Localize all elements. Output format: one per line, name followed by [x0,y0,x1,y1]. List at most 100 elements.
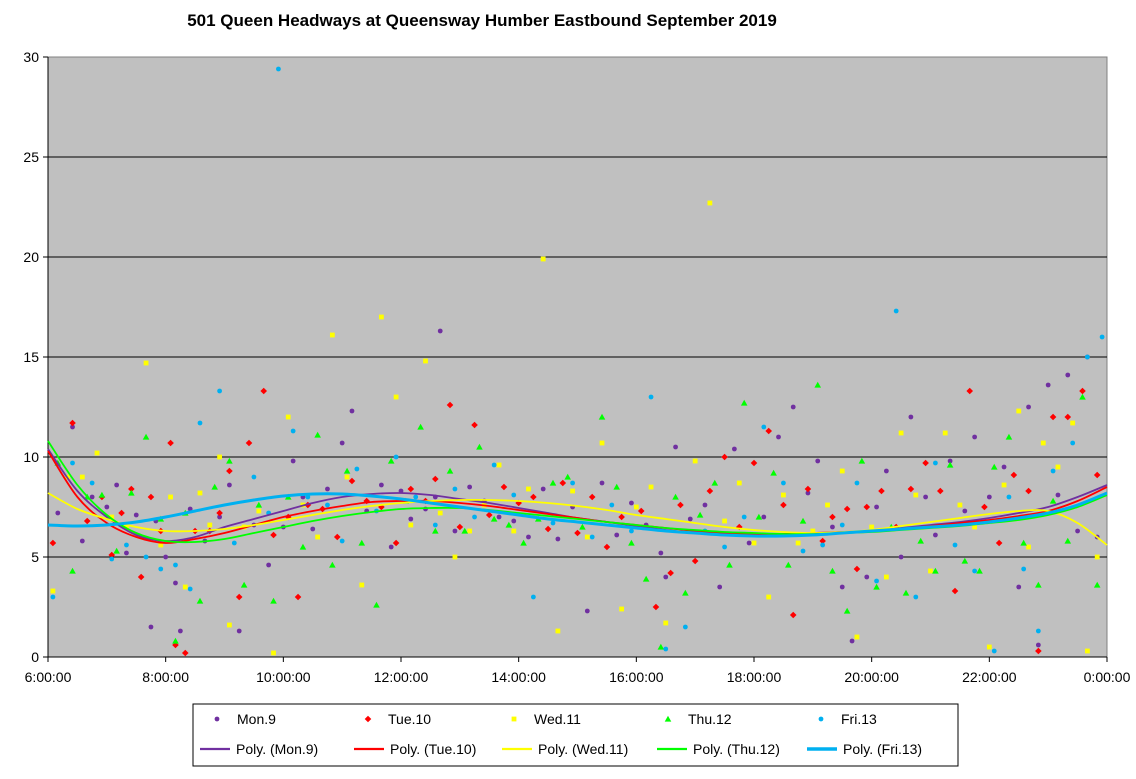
data-point [874,578,879,584]
y-tick-label: 25 [23,149,39,165]
data-point [1049,413,1057,421]
data-point [814,381,822,388]
data-point [437,328,443,334]
data-point [70,460,75,466]
data-point [344,474,350,480]
data-point [359,582,365,588]
y-tick-label: 5 [31,549,39,565]
x-tick-label: 14:00:00 [491,669,546,685]
data-point [240,581,248,588]
data-point [858,457,866,464]
data-point [883,468,889,474]
legend-marker [214,716,220,722]
data-point [1055,464,1061,470]
data-point [158,542,164,548]
series-wed-11 [50,200,1100,656]
data-point [490,515,498,522]
data-point [898,430,904,436]
data-point [923,494,928,500]
data-point [599,440,605,446]
data-point [839,522,845,528]
data-point [167,439,174,447]
data-point [408,516,414,522]
data-point [187,586,193,592]
legend-label: Tue.10 [388,711,431,727]
data-point [461,527,469,534]
data-point [613,483,621,490]
data-point [609,502,615,508]
data-point [810,528,816,534]
data-point [598,413,606,420]
data-point [658,550,664,556]
data-point [618,513,625,521]
data-point [584,608,590,614]
data-point [1026,404,1031,410]
data-point [1064,413,1072,421]
legend-label: Poly. (Tue.10) [390,741,476,757]
x-tick-label: 20:00:00 [844,669,899,685]
data-point [932,567,939,574]
data-point [432,522,438,528]
data-point [388,544,394,550]
data-point [898,554,904,560]
data-point [305,494,311,500]
data-point [854,480,860,486]
data-point [505,521,513,528]
data-point [55,510,61,516]
data-point [378,482,384,488]
data-point [196,597,204,604]
data-point [717,584,723,590]
axes: 0 5 10 15 20 25 30 6:00:00 8:00:00 10:00:00 12:00:… [23,49,1130,685]
data-point [795,540,801,546]
data-point [423,358,428,364]
data-point [437,510,443,516]
data-point [373,601,380,608]
data-point [878,487,885,495]
data-point [902,589,910,596]
data-point [393,394,399,400]
data-point [663,574,669,580]
data-point [869,524,875,530]
data-point [329,561,336,568]
data-point [69,419,76,427]
data-point [329,332,335,338]
data-point [70,424,75,430]
data-point [540,256,546,262]
data-point [235,593,243,601]
data-point [118,509,125,517]
data-point [839,584,845,590]
data-point [467,528,473,534]
data-point [972,568,978,574]
data-point [526,486,531,492]
data-point [285,414,291,420]
data-point [491,462,497,468]
data-point [1065,372,1071,378]
data-point [124,550,129,556]
legend-marker [364,715,372,723]
data-point [839,468,845,474]
data-point [559,479,567,487]
data-point [721,453,728,461]
data-point [564,473,571,480]
data-point [325,486,330,492]
data-point [446,467,454,474]
data-point [766,594,772,600]
data-point [722,544,727,550]
data-point [393,454,399,460]
data-point [789,611,797,619]
data-point [986,494,992,500]
data-point [642,575,650,582]
data-point [1001,482,1007,488]
data-point [722,518,727,524]
data-point [143,360,149,366]
data-point [227,622,232,628]
legend-box [192,703,959,767]
data-point [1079,387,1086,395]
data-point [172,637,179,644]
data-point [124,524,129,530]
data-point [849,638,855,644]
data-point [310,526,316,532]
x-tick-label: 0:00:00 [1084,669,1131,685]
legend-label: Fri.13 [841,711,877,727]
data-point [446,401,454,409]
